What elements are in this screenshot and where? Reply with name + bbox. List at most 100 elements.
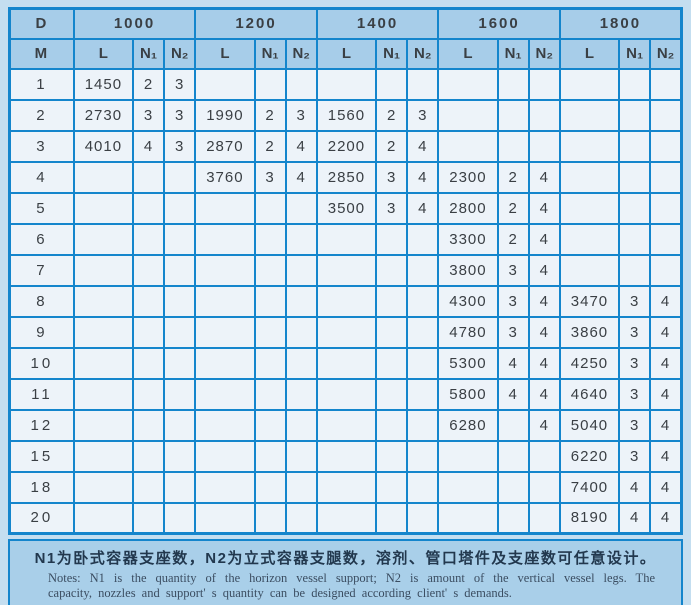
n-value-cell bbox=[406, 67, 440, 101]
notes-english: Notes: N1 is the quantity of the horizon… bbox=[22, 571, 669, 601]
n-value-cell: 3 bbox=[132, 98, 166, 132]
n-value-cell: 2 bbox=[253, 129, 287, 163]
n-value-cell bbox=[253, 315, 287, 349]
l-value-cell bbox=[72, 439, 135, 473]
n-value-cell bbox=[527, 439, 561, 473]
notes-panel: N1为卧式容器支座数，N2为立式容器支腿数，溶剂、管口塔件及支座数可任意设计。 … bbox=[8, 539, 683, 605]
l-value-cell bbox=[72, 346, 135, 380]
n-value-cell bbox=[253, 470, 287, 504]
n-value-cell bbox=[284, 346, 318, 380]
n-value-cell bbox=[253, 222, 287, 256]
table-row: 1 1450 2 3 bbox=[8, 67, 683, 101]
n-value-cell bbox=[406, 253, 440, 287]
n-value-cell bbox=[163, 253, 197, 287]
m-value-cell: 11 bbox=[8, 377, 75, 411]
header-sub-l: L bbox=[194, 37, 256, 70]
n-value-cell bbox=[284, 253, 318, 287]
n-value-cell: 4 bbox=[527, 315, 561, 349]
n-value-cell bbox=[284, 315, 318, 349]
l-value-cell bbox=[315, 222, 378, 256]
n-value-cell bbox=[527, 129, 561, 163]
l-value-cell bbox=[437, 129, 499, 163]
n-value-cell: 4 bbox=[284, 160, 318, 194]
n-value-cell bbox=[527, 501, 561, 535]
l-value-cell bbox=[194, 67, 256, 101]
n-value-cell bbox=[375, 253, 409, 287]
n-value-cell bbox=[618, 191, 652, 225]
n-value-cell bbox=[375, 470, 409, 504]
n-value-cell bbox=[163, 377, 197, 411]
l-value-cell bbox=[315, 470, 378, 504]
l-value-cell: 3860 bbox=[558, 315, 621, 349]
header-sub-n: N₂ bbox=[163, 37, 197, 70]
corner-d-label: D bbox=[8, 7, 75, 40]
n-value-cell: 3 bbox=[375, 191, 409, 225]
n-value-cell bbox=[163, 222, 197, 256]
n-value-cell bbox=[163, 191, 197, 225]
table-row: 2 2730 3 3 1990 2 3 1560 2 3 bbox=[8, 98, 683, 132]
header-sub-l: L bbox=[558, 37, 621, 70]
table-row: 11 5800 4 4 4640 3 4 bbox=[8, 377, 683, 411]
l-value-cell bbox=[315, 284, 378, 318]
header-sub-n: N₂ bbox=[406, 37, 440, 70]
n-value-cell bbox=[649, 98, 683, 132]
l-value-cell bbox=[437, 98, 499, 132]
header-diameter: 1400 bbox=[315, 7, 440, 40]
n-value-cell: 3 bbox=[253, 160, 287, 194]
n-value-cell bbox=[163, 501, 197, 535]
n-value-cell: 3 bbox=[618, 284, 652, 318]
l-value-cell bbox=[72, 160, 135, 194]
n-value-cell bbox=[132, 191, 166, 225]
header-sub-l: L bbox=[437, 37, 499, 70]
header-diameter: 1800 bbox=[558, 7, 683, 40]
n-value-cell: 3 bbox=[496, 284, 530, 318]
n-value-cell bbox=[284, 439, 318, 473]
n-value-cell: 4 bbox=[132, 129, 166, 163]
l-value-cell: 4250 bbox=[558, 346, 621, 380]
header-sub-n: N₁ bbox=[496, 37, 530, 70]
l-value-cell bbox=[558, 129, 621, 163]
n-value-cell: 4 bbox=[406, 191, 440, 225]
header-diameter: 1600 bbox=[437, 7, 561, 40]
n-value-cell bbox=[649, 129, 683, 163]
n-value-cell bbox=[284, 501, 318, 535]
n-value-cell bbox=[649, 191, 683, 225]
n-value-cell bbox=[284, 377, 318, 411]
l-value-cell bbox=[315, 315, 378, 349]
n-value-cell: 4 bbox=[618, 470, 652, 504]
n-value-cell bbox=[406, 408, 440, 442]
n-value-cell: 3 bbox=[496, 315, 530, 349]
m-value-cell: 10 bbox=[8, 346, 75, 380]
n-value-cell: 3 bbox=[618, 377, 652, 411]
n-value-cell: 3 bbox=[163, 98, 197, 132]
n-value-cell bbox=[253, 253, 287, 287]
l-value-cell: 1450 bbox=[72, 67, 135, 101]
l-value-cell bbox=[194, 439, 256, 473]
table-row: 8 4300 3 4 3470 3 4 bbox=[8, 284, 683, 318]
n-value-cell bbox=[163, 315, 197, 349]
header-row-subcolumns: M L N₁ N₂ L N₁ N₂ L N₁ N₂ L N₁ N₂ L N₁ N₂ bbox=[8, 37, 683, 70]
vessel-dimensions-table: D 1000 1200 1400 1600 1800 M L N₁ N₂ L N₁ N₂ L N₁ N₂… bbox=[8, 7, 683, 535]
n-value-cell: 3 bbox=[618, 439, 652, 473]
n-value-cell bbox=[496, 470, 530, 504]
n-value-cell bbox=[253, 191, 287, 225]
l-value-cell: 3300 bbox=[437, 222, 499, 256]
l-value-cell bbox=[72, 501, 135, 535]
l-value-cell bbox=[72, 408, 135, 442]
l-value-cell bbox=[72, 315, 135, 349]
table-row: 9 4780 3 4 3860 3 4 bbox=[8, 315, 683, 349]
l-value-cell: 2730 bbox=[72, 98, 135, 132]
table-row: 18 7400 4 4 bbox=[8, 470, 683, 504]
n-value-cell bbox=[406, 222, 440, 256]
n-value-cell bbox=[527, 98, 561, 132]
n-value-cell bbox=[253, 346, 287, 380]
header-sub-n: N₂ bbox=[527, 37, 561, 70]
n-value-cell bbox=[284, 222, 318, 256]
l-value-cell bbox=[437, 439, 499, 473]
n-value-cell: 4 bbox=[406, 129, 440, 163]
l-value-cell bbox=[315, 377, 378, 411]
header-sub-n: N₁ bbox=[618, 37, 652, 70]
n-value-cell bbox=[132, 377, 166, 411]
l-value-cell bbox=[194, 501, 256, 535]
